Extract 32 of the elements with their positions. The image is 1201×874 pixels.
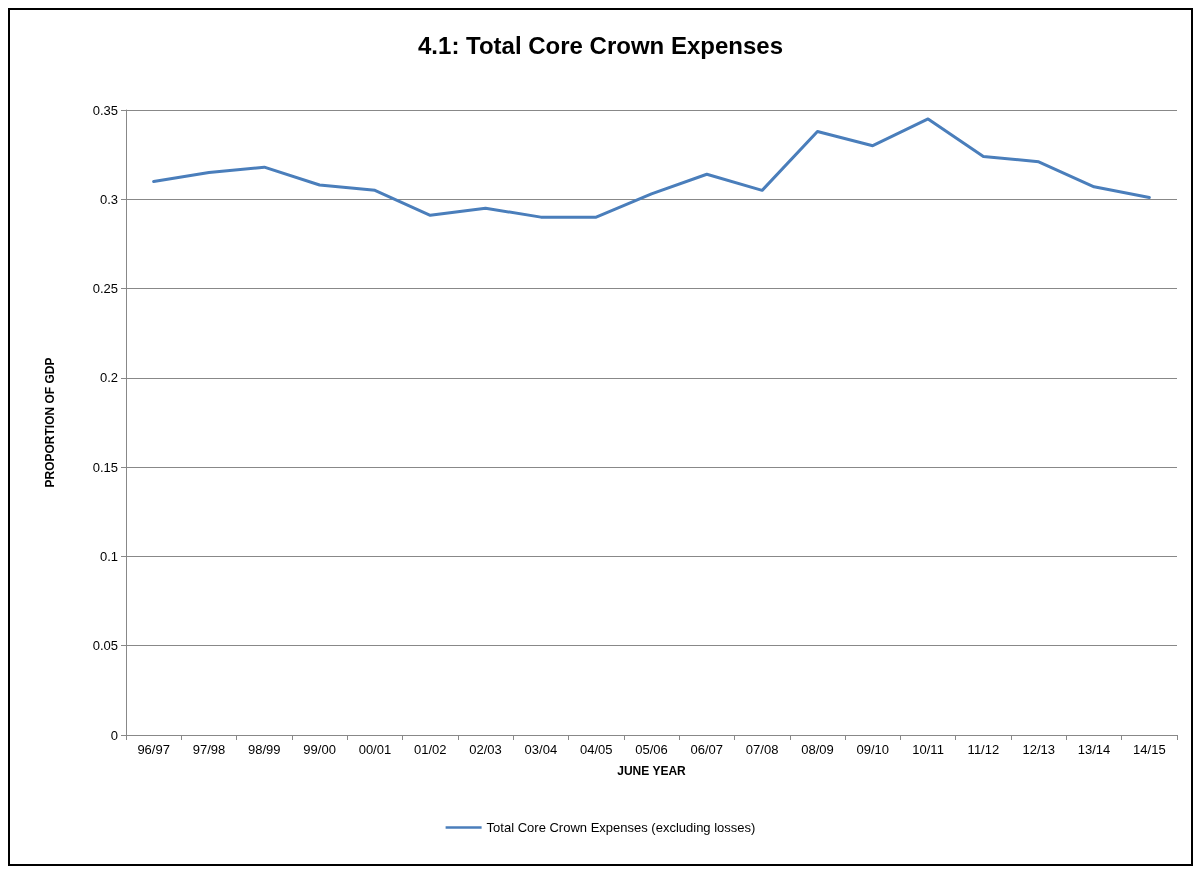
x-tick-label: 02/03 [469, 742, 502, 757]
y-axis-title: PROPORTION OF GDP [43, 357, 57, 488]
y-tick-label: 0.25 [92, 281, 118, 297]
x-tick-label: 07/08 [745, 742, 779, 757]
x-tick-label: 00/01 [358, 742, 392, 757]
y-tick-label: 0.2 [99, 370, 118, 386]
x-tick-label: 03/04 [524, 742, 558, 757]
x-tick-label: 98/99 [248, 742, 281, 757]
y-tick-label: 0.3 [99, 191, 118, 207]
x-tick-label: 06/07 [690, 742, 724, 757]
x-tick-label: 10/11 [912, 742, 944, 757]
x-tick-label: 05/06 [635, 742, 668, 757]
y-tick-label: 0.05 [92, 638, 118, 654]
x-tick-label: 13/14 [1077, 742, 1111, 757]
y-tick-label: 0 [110, 727, 118, 743]
x-tick-label: 99/00 [303, 742, 336, 757]
chart-title: 4.1: Total Core Crown Expenses [418, 31, 783, 59]
x-tick-label: 97/98 [192, 742, 226, 757]
x-tick-label: 14/15 [1133, 742, 1166, 757]
line-series [152, 117, 1151, 219]
legend-label: Total Core Crown Expenses (excluding losses) [486, 820, 756, 835]
y-tick-label: 0.15 [92, 459, 118, 475]
x-tick-label: 12/13 [1022, 742, 1055, 757]
x-tick-label: 04/05 [579, 742, 613, 757]
y-tick-label: 0.35 [92, 102, 118, 118]
x-tick-label: 09/10 [856, 742, 890, 757]
x-tick-label: 01/02 [413, 742, 447, 757]
x-tick-label: 11/12 [967, 742, 1000, 757]
x-axis-title: JUNE YEAR [617, 764, 687, 778]
x-tick-label: 96/97 [137, 742, 170, 757]
x-tick-label: 08/09 [801, 742, 834, 757]
y-tick-label: 0.1 [99, 548, 118, 564]
